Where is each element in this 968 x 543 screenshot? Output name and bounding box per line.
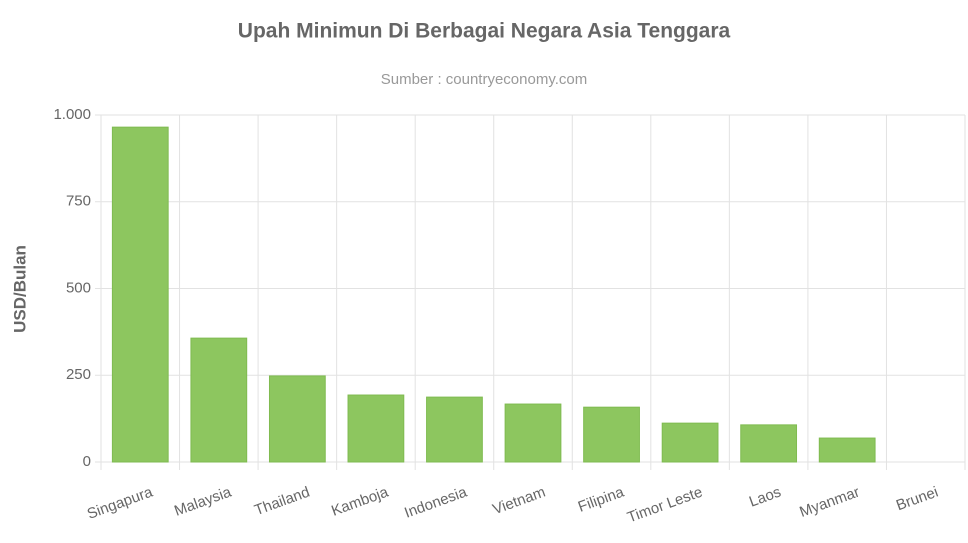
x-tick-label: Indonesia [402,483,470,521]
y-tick-label: 750 [66,193,91,210]
x-tick-label: Kamboja [329,483,391,519]
chart-subtitle: Sumber : countryeconomy.com [381,71,587,88]
y-tick-label: 500 [66,279,91,296]
bar [268,375,326,463]
y-tick-label: 1.000 [53,106,91,123]
x-tick-label: Filipina [576,483,627,515]
bar [347,394,405,463]
x-tick-label: Singapura [85,483,156,523]
bar [190,337,248,463]
x-tick-label: Myanmar [797,484,862,521]
x-tick-label: Brunei [894,484,941,515]
bar [583,406,640,463]
chart-title: Upah Minimun Di Berbagai Negara Asia Ten… [238,20,731,43]
y-axis-label: USD/Bulan [10,245,29,333]
y-tick-label: 0 [83,453,91,470]
bar [740,424,798,463]
x-tick-label: Vietnam [490,484,547,519]
bar [661,422,719,463]
x-tick-label: Thailand [252,484,312,520]
bar [111,126,169,463]
bar [426,396,483,463]
x-tick-label: Timor Leste [625,484,705,527]
y-tick-label: 250 [66,366,91,383]
bar [818,437,876,463]
bar [504,403,562,463]
x-tick-label: Malaysia [172,483,234,519]
x-tick-label: Laos [747,484,783,511]
